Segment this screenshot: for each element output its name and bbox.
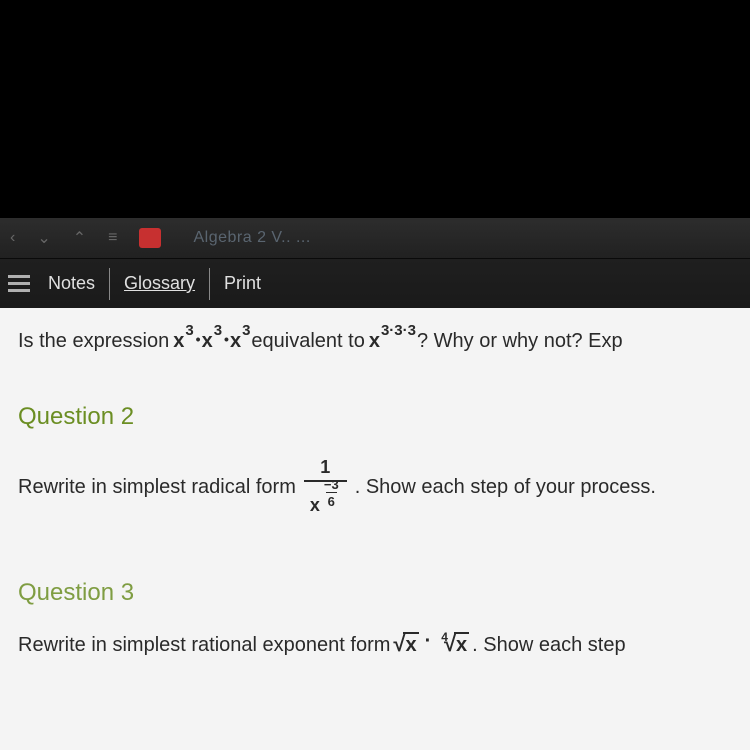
question-3-text: Rewrite in simplest rational exponent fo… [18, 631, 738, 657]
notes-link[interactable]: Notes [48, 273, 95, 294]
math-radical: 4 √ x [437, 631, 469, 657]
math-dot: • [224, 331, 229, 347]
q3-prefix: Rewrite in simplest rational exponent fo… [18, 634, 390, 657]
math-dot: · [425, 630, 432, 653]
math-small-fraction: −3 6 [322, 477, 341, 509]
q1-prefix: Is the expression [18, 330, 169, 353]
q1-mid: equivalent to [251, 330, 364, 353]
toolbar-separator [209, 268, 210, 300]
math-var: x [310, 495, 320, 516]
radical-arg: x [403, 632, 418, 657]
q3-suffix: . Show each step [472, 634, 625, 657]
math-exponent: 3·3·3 [381, 322, 416, 339]
hamburger-icon[interactable]: ≡ [108, 229, 117, 247]
question-1-text: Is the expression x 3 • x 3 • x 3 equiva… [18, 330, 738, 353]
q1-suffix: ? Why or why not? Exp [417, 330, 623, 353]
notification-badge-icon[interactable] [139, 228, 161, 248]
top-black-region [0, 0, 750, 218]
question-2-text: Rewrite in simplest radical form 1 x −3 … [18, 457, 738, 517]
glossary-link[interactable]: Glossary [124, 273, 195, 294]
math-var: x [173, 330, 184, 353]
math-var: x [230, 330, 241, 353]
nav-up-icon[interactable]: ⌃ [73, 228, 86, 248]
math-fraction: 1 x −3 6 [304, 457, 347, 517]
menu-icon[interactable] [8, 275, 30, 292]
nav-back-icon[interactable]: ‹ [10, 229, 15, 247]
question-3-header: Question 3 [18, 579, 738, 607]
browser-title: Algebra 2 V.. ... [193, 229, 310, 247]
nav-down-icon[interactable]: ⌄ [37, 228, 50, 248]
math-exponent: 3 [242, 322, 250, 339]
math-dot: • [196, 331, 201, 347]
print-link[interactable]: Print [224, 273, 261, 294]
math-exponent: 3 [214, 322, 222, 339]
fraction-denominator: x −3 6 [304, 480, 347, 517]
small-frac-num: −3 [322, 477, 341, 492]
radical-arg: x [454, 632, 469, 657]
q2-prefix: Rewrite in simplest radical form [18, 476, 296, 499]
math-exponent: 3 [185, 322, 193, 339]
small-frac-den: 6 [326, 492, 337, 509]
q2-suffix: . Show each step of your process. [355, 476, 656, 499]
content-toolbar: Notes Glossary Print [0, 258, 750, 308]
browser-tab-bar: ‹ ⌄ ⌃ ≡ Algebra 2 V.. ... [0, 218, 750, 258]
toolbar-separator [109, 268, 110, 300]
radical-index: 4 [441, 630, 448, 644]
math-var: x [202, 330, 213, 353]
math-var: x [369, 330, 380, 353]
question-2-header: Question 2 [18, 403, 738, 431]
math-radical: √ x [393, 631, 418, 657]
content-area: Is the expression x 3 • x 3 • x 3 equiva… [0, 308, 750, 750]
